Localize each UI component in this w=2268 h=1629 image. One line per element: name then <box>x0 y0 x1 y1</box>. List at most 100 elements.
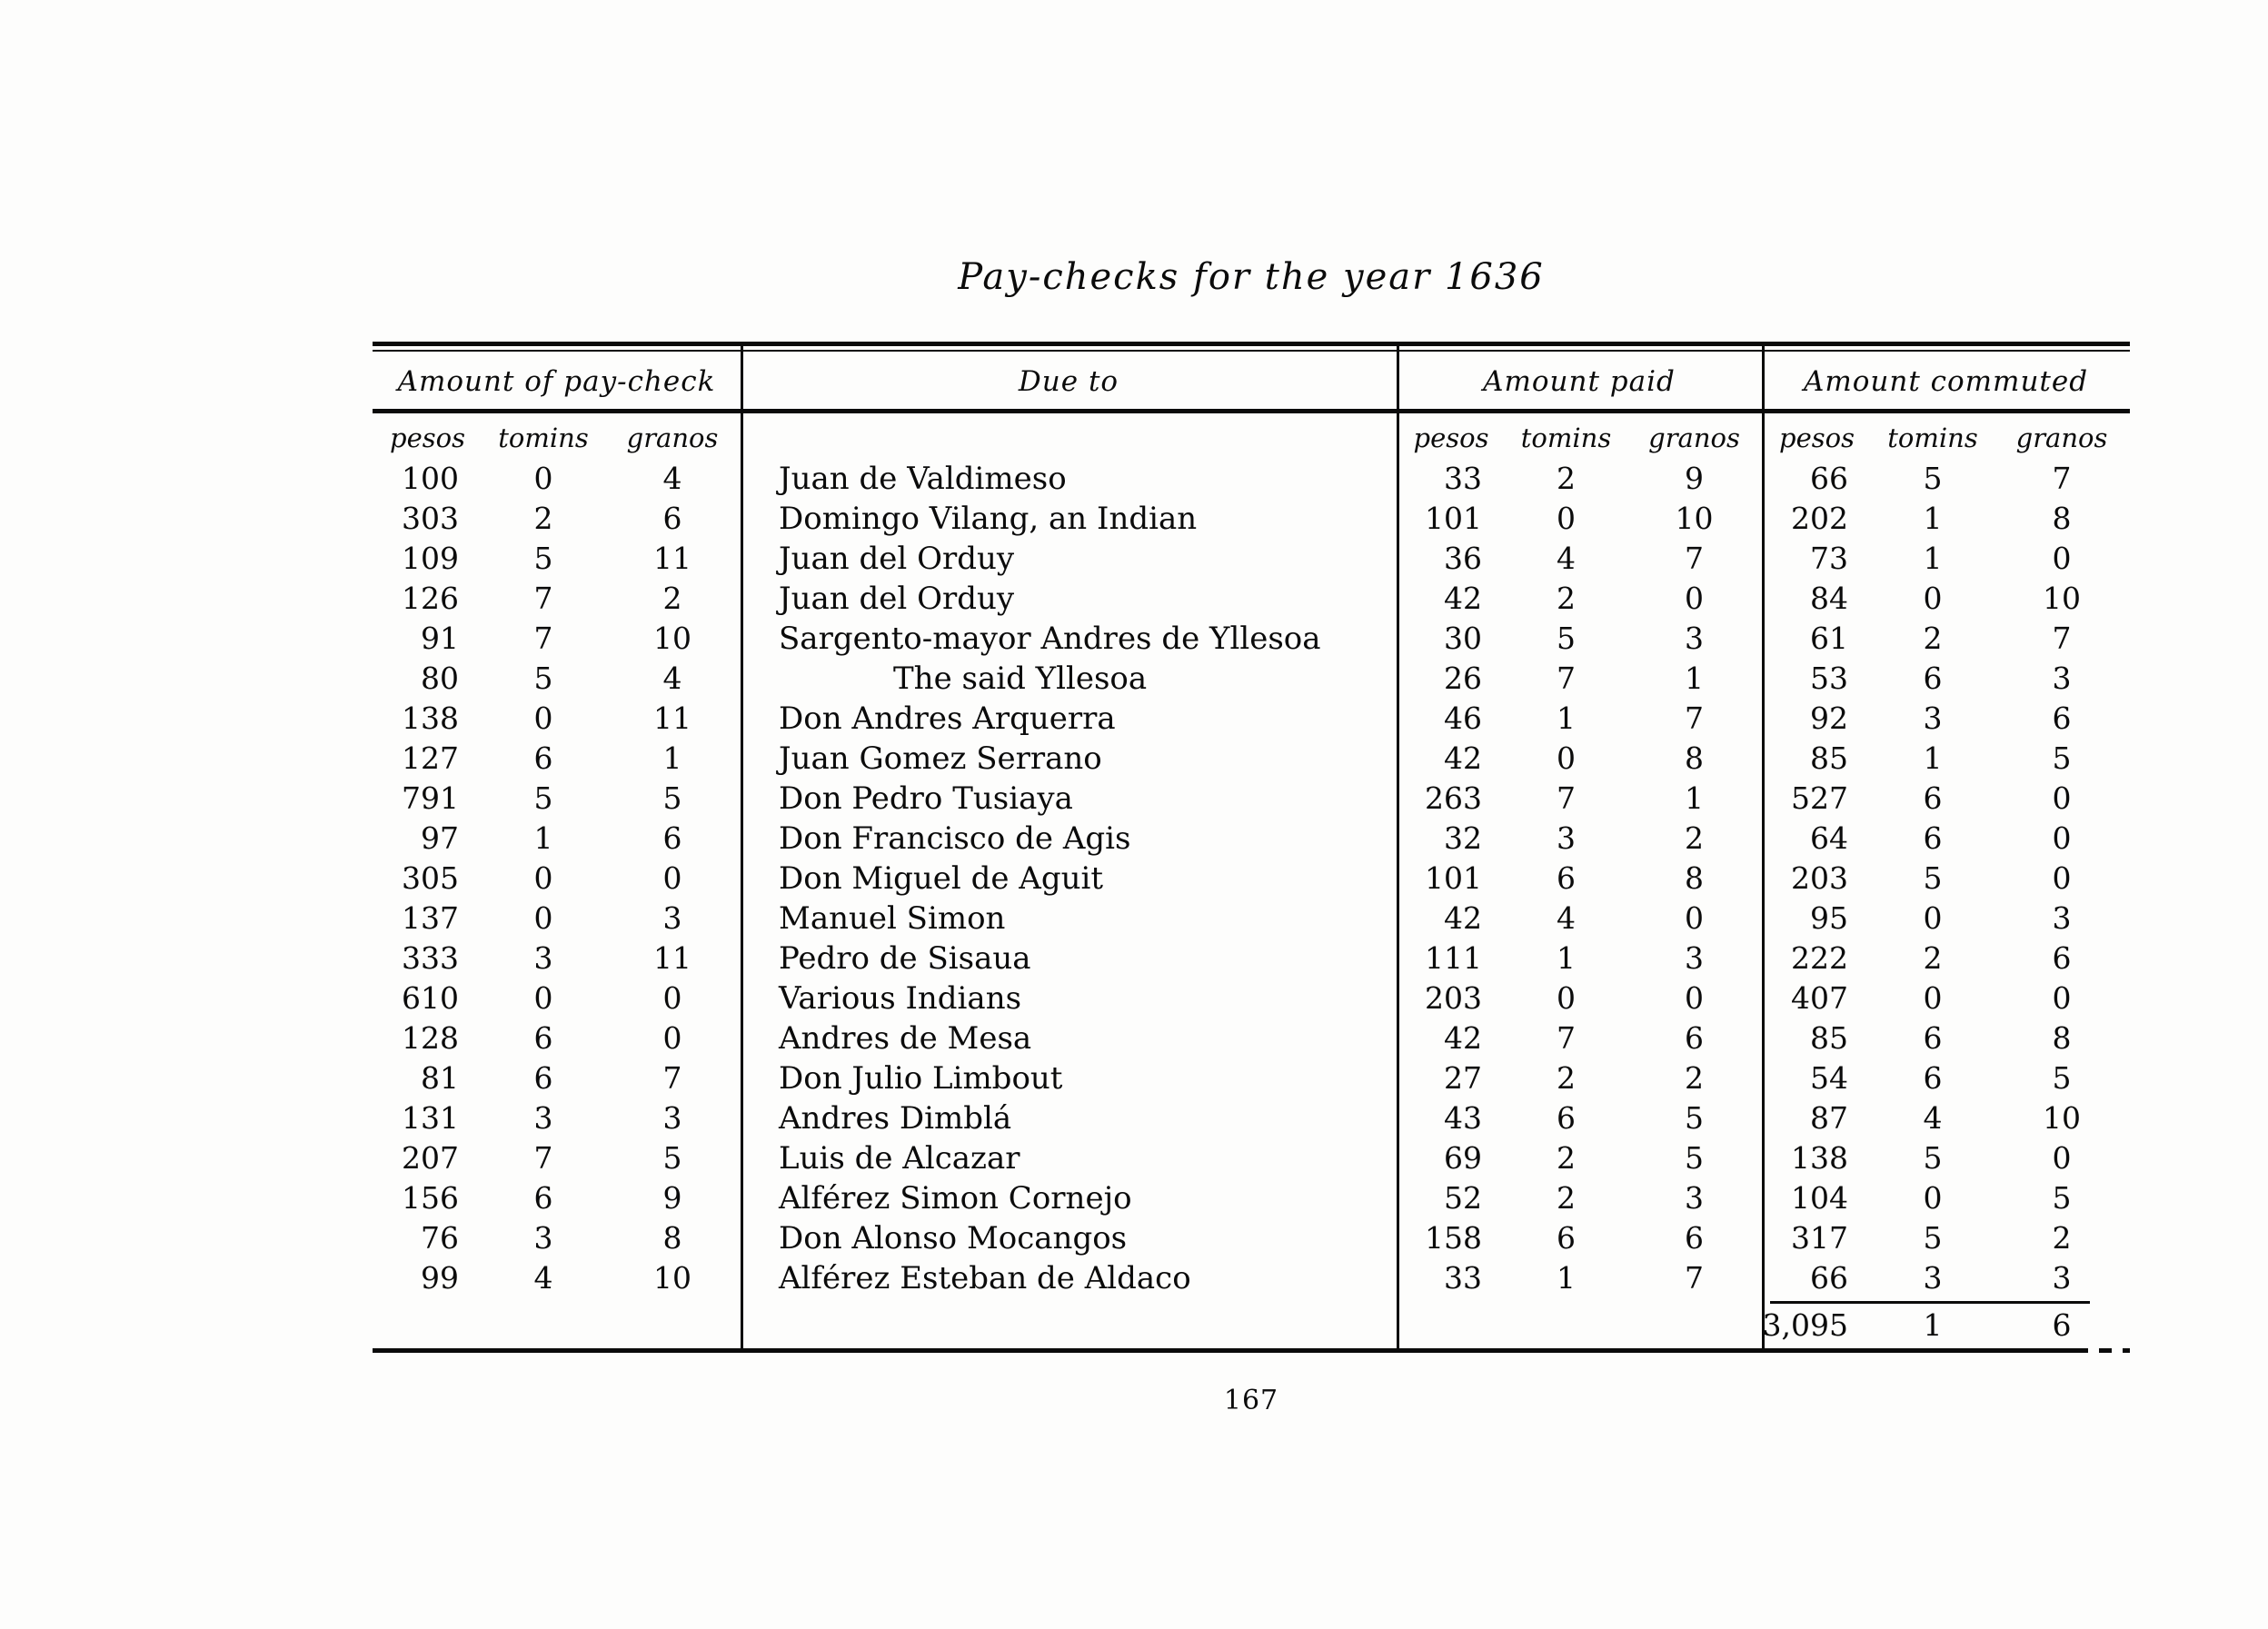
paid-pesos-cell: 263 <box>1425 780 1482 816</box>
paid-pesos-cell: 46 <box>1444 700 1482 736</box>
due-to-cell: Andres de Mesa <box>779 1020 1032 1057</box>
header-amount-of-paycheck: Amount of pay-check <box>397 365 716 398</box>
paid-pesos-cell: 69 <box>1444 1140 1482 1176</box>
paycheck-granos-cell: 0 <box>662 1020 682 1056</box>
paycheck-tomins-cell: 0 <box>533 860 553 896</box>
paycheck-pesos-cell: 99 <box>421 1260 459 1296</box>
paycheck-tomins-cell: 6 <box>533 1180 553 1216</box>
paycheck-pesos-cell: 97 <box>421 820 459 856</box>
paycheck-pesos-cell: 127 <box>402 740 459 776</box>
commuted-granos-cell: 8 <box>2052 501 2072 536</box>
paycheck-granos-cell: 6 <box>662 501 682 536</box>
commuted-granos-cell: 3 <box>2052 900 2072 936</box>
paid-tomins-cell: 3 <box>1557 820 1576 856</box>
commuted-pesos-cell: 73 <box>1810 541 1848 576</box>
commuted-tomins-cell: 6 <box>1923 1060 1943 1096</box>
paid-granos-cell: 0 <box>1685 980 1704 1016</box>
paid-tomins-cell: 6 <box>1557 1220 1576 1256</box>
paid-granos-cell: 1 <box>1685 661 1704 696</box>
commuted-pesos-cell: 54 <box>1810 1060 1848 1096</box>
paid-granos-cell: 9 <box>1685 461 1704 496</box>
commuted-pesos-cell: 87 <box>1810 1100 1848 1136</box>
paid-granos-cell: 8 <box>1685 860 1704 896</box>
commuted-tomins-cell: 1 <box>1923 541 1943 576</box>
paid-pesos-cell: 111 <box>1425 940 1482 976</box>
commuted-granos-cell: 3 <box>2052 1260 2072 1296</box>
commuted-pesos-cell: 203 <box>1791 860 1848 896</box>
table-row: 81 6 7 Don Julio Limbout 27 2 2 54 6 5 <box>373 1058 2130 1098</box>
table-row: 791 5 5 Don Pedro Tusiaya 263 7 1 527 6 … <box>373 779 2130 819</box>
commuted-tomins-cell: 1 <box>1923 740 1943 776</box>
commuted-pesos-cell: 84 <box>1810 581 1848 616</box>
commuted-granos-cell: 8 <box>2052 1020 2072 1056</box>
paycheck-granos-cell: 4 <box>662 661 682 696</box>
paid-pesos-cell: 33 <box>1444 461 1482 496</box>
due-to-cell: Don Alonso Mocangos <box>779 1220 1128 1257</box>
commuted-tomins-cell: 6 <box>1923 780 1943 816</box>
paycheck-tomins-cell: 6 <box>533 1060 553 1096</box>
table-row: 156 6 9 Alférez Simon Cornejo 52 2 3 104… <box>373 1178 2130 1218</box>
commuted-pesos-cell: 85 <box>1810 1020 1848 1056</box>
commuted-pesos-cell: 104 <box>1791 1180 1848 1216</box>
paid-tomins-cell: 2 <box>1557 581 1576 616</box>
paycheck-pesos-cell: 91 <box>421 621 459 656</box>
subheader-paycheck-granos: granos <box>626 422 719 453</box>
due-to-cell: Juan de Valdimeso <box>779 461 1067 497</box>
due-to-cell: Pedro de Sisaua <box>779 940 1031 977</box>
subheader-commuted-tomins: tomins <box>1887 422 1978 453</box>
paid-tomins-cell: 7 <box>1557 661 1576 696</box>
paycheck-tomins-cell: 3 <box>533 1100 553 1136</box>
subheader-due-to-empty <box>741 418 1397 458</box>
due-to-cell: Juan del Orduy <box>779 581 1015 617</box>
due-to-cell: Don Pedro Tusiaya <box>779 780 1073 817</box>
paid-pesos-cell: 101 <box>1425 501 1482 536</box>
commuted-granos-cell: 7 <box>2052 621 2072 656</box>
paid-granos-cell: 1 <box>1685 780 1704 816</box>
paid-tomins-cell: 0 <box>1557 980 1576 1016</box>
paid-tomins-cell: 4 <box>1557 900 1576 936</box>
paid-granos-cell: 2 <box>1685 820 1704 856</box>
table-row: 109 5 11 Juan del Orduy 36 4 7 73 1 0 <box>373 539 2130 579</box>
subheader-paid-pesos: pesos <box>1413 422 1489 453</box>
paycheck-tomins-cell: 0 <box>533 900 553 936</box>
paid-granos-cell: 2 <box>1685 1060 1704 1096</box>
commuted-tomins-cell: 2 <box>1923 940 1943 976</box>
paycheck-granos-cell: 3 <box>662 1100 682 1136</box>
due-to-cell: Don Miguel de Aguit <box>779 860 1104 897</box>
commuted-tomins-cell: 5 <box>1923 461 1943 496</box>
page-title: Pay-checks for the year 1636 <box>958 256 1545 298</box>
paychecks-table: Amount of pay-check Due to Amount paid A… <box>373 342 2130 1356</box>
paid-tomins-cell: 1 <box>1557 1260 1576 1296</box>
paid-tomins-cell: 0 <box>1557 501 1576 536</box>
paid-tomins-cell: 2 <box>1557 461 1576 496</box>
paycheck-pesos-cell: 137 <box>402 900 459 936</box>
due-to-cell: Juan del Orduy <box>779 541 1015 577</box>
paycheck-tomins-cell: 7 <box>533 581 553 616</box>
paid-tomins-cell: 7 <box>1557 780 1576 816</box>
vertical-rule-3 <box>1762 346 1765 1348</box>
vertical-rule-1 <box>741 346 743 1348</box>
paid-pesos-cell: 43 <box>1444 1100 1482 1136</box>
total-commuted-pesos: 3,095 <box>1762 1307 1848 1343</box>
paid-tomins-cell: 2 <box>1557 1180 1576 1216</box>
commuted-granos-cell: 2 <box>2052 1220 2072 1256</box>
commuted-granos-cell: 3 <box>2052 661 2072 696</box>
paid-granos-cell: 6 <box>1685 1020 1704 1056</box>
paycheck-granos-cell: 10 <box>653 1260 691 1296</box>
paid-granos-cell: 3 <box>1685 621 1704 656</box>
paid-pesos-cell: 26 <box>1444 661 1482 696</box>
paid-pesos-cell: 42 <box>1444 581 1482 616</box>
subheader-paycheck-tomins: tomins <box>498 422 589 453</box>
table-row: 91 7 10 Sargento-mayor Andres de Yllesoa… <box>373 619 2130 659</box>
paycheck-tomins-cell: 7 <box>533 621 553 656</box>
paycheck-granos-cell: 11 <box>653 541 691 576</box>
paycheck-granos-cell: 8 <box>662 1220 682 1256</box>
commuted-granos-cell: 0 <box>2052 820 2072 856</box>
commuted-tomins-cell: 0 <box>1923 980 1943 1016</box>
commuted-granos-cell: 5 <box>2052 1180 2072 1216</box>
commuted-granos-cell: 5 <box>2052 1060 2072 1096</box>
paycheck-granos-cell: 3 <box>662 900 682 936</box>
commuted-tomins-cell: 2 <box>1923 621 1943 656</box>
paycheck-tomins-cell: 5 <box>533 661 553 696</box>
paycheck-granos-cell: 0 <box>662 860 682 896</box>
